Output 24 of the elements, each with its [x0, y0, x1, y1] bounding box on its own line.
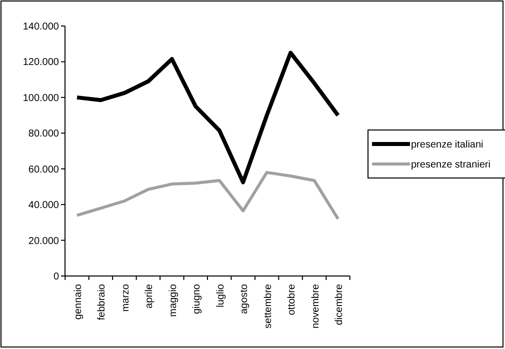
x-tick-label: aprile — [144, 284, 156, 308]
x-tick-label: agosto — [239, 284, 250, 314]
y-tick-label: 20.000 — [28, 236, 60, 247]
legend-label: presenze stranieri — [411, 160, 490, 170]
x-tick-label: luglio — [215, 284, 226, 308]
line-series — [76, 170, 340, 220]
x-tick-label: settembre — [262, 284, 274, 328]
y-tick-label: 80.000 — [28, 128, 60, 140]
x-tick-label: ottobre — [286, 284, 298, 316]
y-tick-label: 40.000 — [28, 200, 60, 212]
x-tick-label: dicembre — [334, 284, 345, 326]
x-tick-label: novembre — [310, 284, 322, 328]
y-tick-label: 60.000 — [28, 164, 60, 176]
x-tick-label: maggio — [168, 284, 179, 317]
line-series — [75, 50, 340, 184]
y-tick-label: 0 — [53, 272, 60, 282]
x-tick-label: giugno — [192, 284, 203, 314]
x-tick-label: gennaio — [73, 284, 84, 320]
x-tick-label: marzo — [120, 284, 132, 312]
legend-label: presenze italiani — [411, 140, 484, 150]
y-tick-label: 120.000 — [22, 57, 60, 68]
x-tick-label: febbraio — [96, 284, 108, 320]
y-tick-label: 100.000 — [22, 92, 60, 104]
y-tick-label: 140.000 — [22, 22, 60, 32]
